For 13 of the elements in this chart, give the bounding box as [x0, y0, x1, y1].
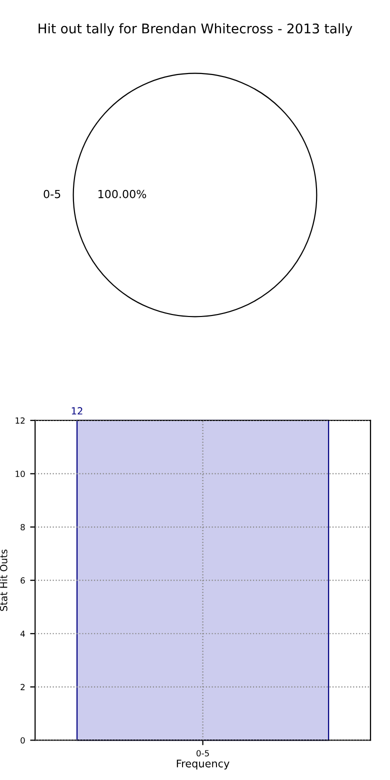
slice-label: 0-5	[44, 190, 60, 198]
data-label: 12	[72, 407, 82, 414]
y-axis-title: Stat Hit Outs	[0, 550, 8, 611]
x-axis-title: Frequency	[176, 760, 230, 770]
chart-title: Hit out tally for Brendan Whitecross - 2013 tally	[38, 23, 352, 36]
y-tick-label: 0	[20, 737, 25, 744]
y-tick-label: 8	[20, 524, 25, 530]
data-label: 100.00%	[98, 190, 146, 198]
y-tick-label: 2	[20, 684, 25, 690]
y-tick-label: 12	[16, 417, 25, 424]
y-tick-label: 6	[20, 577, 25, 584]
y-tick-label: 4	[20, 630, 25, 637]
y-tick-label: 10	[16, 470, 25, 478]
